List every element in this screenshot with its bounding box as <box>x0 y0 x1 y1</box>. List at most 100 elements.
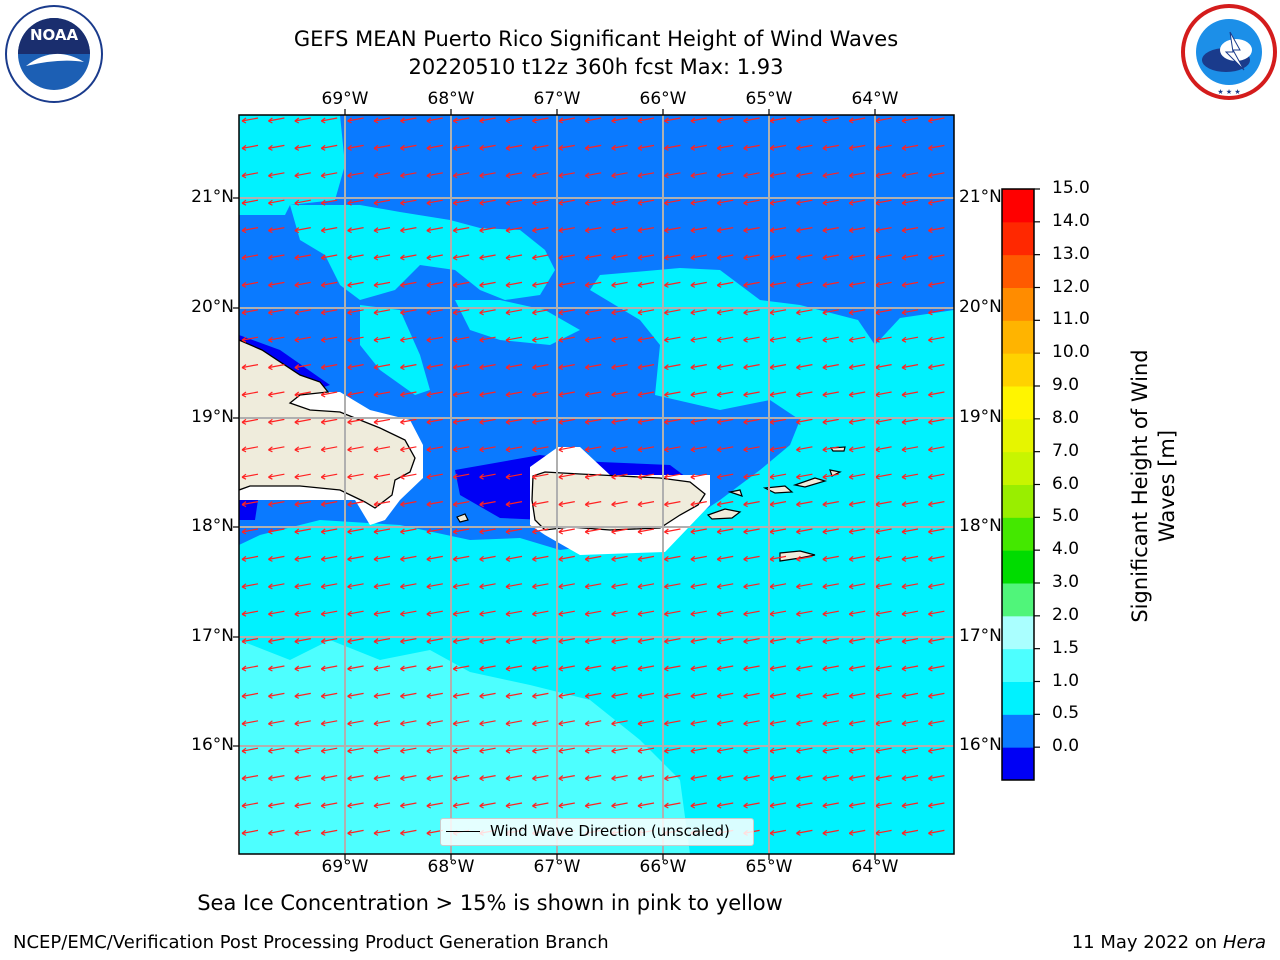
wave-direction-arrow <box>400 583 417 590</box>
wave-direction-arrow <box>505 336 523 343</box>
wave-direction-arrow <box>347 364 364 371</box>
wave-direction-arrow <box>347 336 364 343</box>
wave-direction-arrow <box>637 309 655 316</box>
ocean-patch-cyan-nw <box>239 115 345 215</box>
wave-direction-arrow <box>796 829 813 836</box>
wave-direction-arrow <box>848 336 866 343</box>
wave-direction-arrow <box>901 610 919 617</box>
wave-direction-arrow <box>294 555 311 562</box>
wave-direction-arrow <box>848 144 866 151</box>
nws-logo-icon: ★ ★ ★ <box>1181 4 1277 100</box>
wave-direction-arrow <box>373 775 391 782</box>
wave-direction-arrow <box>373 446 391 453</box>
wave-direction-arrow <box>928 501 945 508</box>
wave-direction-arrow <box>796 501 813 508</box>
wave-direction-arrow <box>294 720 311 727</box>
wave-direction-arrow <box>796 172 813 179</box>
wave-direction-arrow <box>796 610 813 617</box>
wave-direction-arrow <box>479 583 496 590</box>
wave-direction-arrow <box>320 418 338 425</box>
wave-direction-arrow <box>426 144 443 151</box>
wave-direction-arrow <box>796 144 813 151</box>
wave-direction-arrow <box>901 747 919 754</box>
wave-direction-arrow <box>664 418 681 425</box>
wave-direction-arrow <box>875 501 892 508</box>
wave-direction-arrow <box>505 117 523 124</box>
wave-direction-arrow <box>664 336 681 343</box>
wave-direction-arrow <box>822 227 839 234</box>
wave-direction-arrow <box>505 418 523 425</box>
wave-direction-arrow <box>822 418 839 425</box>
wave-direction-arrow <box>875 583 892 590</box>
wave-direction-arrow <box>241 775 259 782</box>
noaa-logo-icon: NOAA <box>5 5 103 103</box>
wave-direction-arrow <box>637 692 655 699</box>
wave-direction-arrow <box>928 692 945 699</box>
wave-direction-arrow <box>558 364 575 371</box>
wave-direction-arrow <box>584 665 602 672</box>
wave-direction-arrow <box>294 446 311 453</box>
wave-direction-arrow <box>848 555 866 562</box>
wave-direction-arrow <box>268 473 285 480</box>
wave-direction-arrow <box>479 364 496 371</box>
wave-direction-arrow <box>505 281 523 288</box>
wave-direction-arrow <box>241 638 259 645</box>
wave-direction-arrow <box>320 555 338 562</box>
wave-direction-arrow <box>400 391 417 398</box>
wave-direction-arrow <box>532 144 549 151</box>
wave-direction-arrow <box>875 364 892 371</box>
wave-direction-arrow <box>848 172 866 179</box>
wave-direction-arrow <box>268 583 285 590</box>
map-legend <box>440 818 754 846</box>
wave-direction-arrow <box>558 638 575 645</box>
colorbar-band <box>1002 189 1034 223</box>
wave-direction-arrow <box>479 802 496 809</box>
colorbar-band <box>1002 320 1034 354</box>
wave-direction-arrow <box>479 446 496 453</box>
wave-direction-arrow <box>426 391 443 398</box>
wave-direction-arrow <box>268 720 285 727</box>
wave-direction-arrow <box>875 720 892 727</box>
wave-direction-arrow <box>558 665 575 672</box>
land-hispaniola <box>239 339 416 509</box>
colorbar-tick-label: 11.0 <box>1052 309 1090 330</box>
wave-direction-arrow <box>479 528 496 535</box>
colorbar-tick-label: 4.0 <box>1052 539 1080 560</box>
colorbar <box>1001 188 1040 781</box>
lon-label-bottom: 69°W <box>321 857 369 877</box>
wave-direction-arrow <box>848 528 866 535</box>
wave-direction-arrow <box>716 473 734 480</box>
wave-direction-arrow <box>928 418 945 425</box>
wave-direction-arrow <box>268 775 285 782</box>
wave-direction-arrow <box>479 281 496 288</box>
wave-direction-arrow <box>426 501 443 508</box>
colorbar-band <box>1002 287 1034 321</box>
land-vieques <box>706 508 742 520</box>
wave-direction-arrow <box>716 391 734 398</box>
wave-direction-arrow <box>611 144 628 151</box>
lon-label-top: 68°W <box>427 89 475 109</box>
wave-direction-arrow <box>796 638 813 645</box>
wave-direction-arrow <box>611 473 628 480</box>
colorbar-tick-label: 8.0 <box>1052 407 1080 428</box>
wave-direction-arrow <box>716 364 734 371</box>
wave-direction-arrow <box>452 227 470 234</box>
lon-label-top: 67°W <box>533 89 581 109</box>
wave-direction-arrow <box>558 473 575 480</box>
colorbar-band <box>1002 254 1034 288</box>
wave-direction-arrow <box>690 254 707 261</box>
lat-label-right: 21°N <box>959 187 1002 207</box>
wave-direction-arrow <box>479 144 496 151</box>
wave-direction-arrow <box>637 501 655 508</box>
wave-direction-arrow <box>452 775 470 782</box>
wave-direction-arrow <box>611 583 628 590</box>
lon-label-top: 65°W <box>745 89 793 109</box>
wave-direction-arrow <box>796 665 813 672</box>
wave-direction-arrow <box>505 775 523 782</box>
wave-direction-arrow <box>637 638 655 645</box>
wave-direction-arrow <box>637 446 655 453</box>
wave-direction-arrow <box>690 610 707 617</box>
wave-direction-arrow <box>558 144 575 151</box>
wave-direction-arrow <box>637 665 655 672</box>
wave-direction-arrow <box>875 829 892 836</box>
